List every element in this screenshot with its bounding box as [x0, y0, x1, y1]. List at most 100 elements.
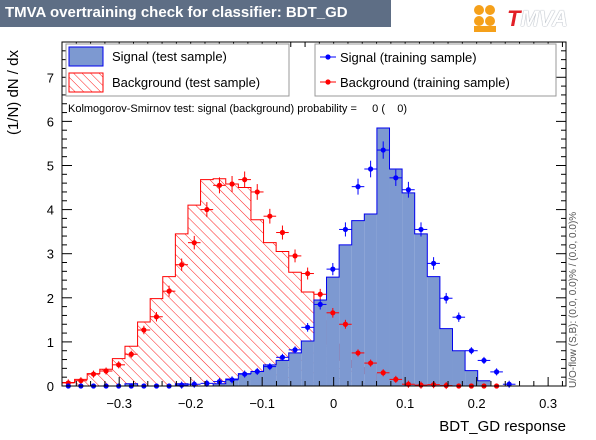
legend-label-background-train: Background (training sample): [340, 75, 510, 90]
y-tick-label: 3: [47, 247, 54, 262]
background-test-bar: [150, 298, 163, 386]
background-train-point: [112, 361, 125, 369]
signal-train-point: [250, 367, 264, 375]
signal-test-bar: [376, 128, 390, 386]
background-train-point: [213, 177, 226, 194]
signal-train-point: [389, 169, 403, 186]
legend-swatch-background-test: [68, 72, 104, 93]
background-test-bar: [238, 187, 251, 386]
tmva-logo: TMVA: [472, 2, 596, 35]
signal-train-point: [339, 222, 352, 237]
background-train-point: [99, 367, 113, 375]
y-tick-label: 2: [47, 291, 54, 306]
signal-train-point: [276, 353, 289, 361]
background-train-point: [313, 288, 327, 300]
background-train-point: [364, 359, 377, 367]
legend-swatch-signal-test: [68, 46, 104, 67]
signal-train-point: [263, 363, 277, 371]
background-train-point: [124, 350, 138, 358]
background-train-point: [351, 349, 365, 357]
background-test-bar: [250, 219, 264, 386]
signal-train-point: [326, 263, 340, 276]
signal-test-bar: [326, 277, 340, 386]
legend-label-signal-train: Signal (training sample): [340, 50, 477, 65]
background-test-bar: [276, 251, 289, 386]
x-tick-label: −0.3: [106, 396, 132, 411]
signal-test-bar: [414, 233, 428, 386]
x-tick-label: 0.3: [539, 396, 557, 411]
plot-title: TMVA overtraining check for classifier: …: [5, 4, 348, 21]
title-bar: TMVA overtraining check for classifier: …: [0, 0, 391, 27]
legend-label-signal-test: Signal (test sample): [112, 49, 227, 64]
signal-test-bar: [351, 220, 365, 386]
background-train-point: [301, 267, 314, 280]
background-test-bar: [175, 233, 188, 386]
y-tick-label: 6: [47, 114, 54, 129]
signal-train-point: [364, 160, 377, 178]
signal-train-point: [313, 299, 327, 310]
background-test-bar: [162, 276, 176, 386]
background-train-point: [389, 375, 403, 383]
x-tick-label: −0.2: [178, 396, 204, 411]
signal-test-bar: [288, 352, 302, 386]
x-tick-label: −0.1: [249, 396, 275, 411]
overflow-text: U/O-flow (S,B): (0.0, 0.0)% / (0.0, 0.0)…: [568, 212, 579, 388]
signal-test-bar: [439, 328, 453, 386]
signal-test-bar: [452, 350, 466, 386]
plot-frame: [61, 41, 567, 387]
background-train-point: [288, 249, 302, 263]
signal-train-point: [414, 222, 428, 237]
signal-test-bar: [301, 341, 314, 386]
x-tick-label: 0.1: [396, 396, 414, 411]
background-train-point: [162, 285, 176, 297]
signal-train-point: [477, 356, 491, 364]
logo-text-mva: MVA: [520, 6, 568, 31]
background-test-bar: [124, 346, 138, 386]
background-train-point: [326, 307, 340, 318]
signal-train-point: [402, 181, 415, 198]
signal-train-point: [288, 346, 302, 354]
signal-train-point: [351, 178, 365, 195]
background-train-point: [175, 258, 188, 271]
y-tick-label: 1: [47, 335, 54, 350]
legend-marker-signal-train: [320, 54, 336, 60]
legend-marker-background-train: [320, 79, 336, 85]
legend-label-background-test: Background (test sample): [112, 75, 260, 90]
signal-train-point: [439, 292, 453, 304]
y-tick-label: 0: [47, 379, 54, 394]
y-tick-label: 5: [47, 158, 54, 173]
signal-test-bar: [339, 244, 352, 386]
background-test-bar: [99, 369, 113, 386]
signal-test-bar: [276, 360, 289, 386]
x-axis-label: BDT_GD response: [439, 418, 566, 435]
signal-train-point: [452, 312, 466, 322]
signal-train-point: [427, 257, 440, 270]
signal-test-bar: [427, 276, 440, 386]
signal-test-bar: [263, 364, 277, 386]
signal-test-bar: [250, 371, 264, 386]
signal-test-bar: [477, 380, 491, 386]
background-train-point: [250, 184, 264, 200]
y-tick-label: 4: [47, 203, 54, 218]
background-train-point: [376, 369, 390, 377]
background-train-point: [238, 171, 251, 188]
signal-train-point: [301, 323, 314, 332]
signal-train-point: [376, 141, 390, 159]
background-train-point: [276, 225, 289, 240]
signal-train-point: [490, 368, 503, 376]
background-train-point: [137, 325, 151, 335]
logo-text-t: T: [507, 6, 521, 31]
signal-test-bar: [402, 192, 415, 386]
background-train-point: [339, 319, 352, 329]
background-train-point: [200, 202, 214, 218]
signal-test-bar: [465, 370, 478, 386]
x-tick-label: 0.2: [468, 396, 486, 411]
background-test-bar: [187, 205, 201, 386]
background-train-point: [225, 175, 239, 193]
tmva-logo-icon: [474, 5, 496, 32]
signal-test-bar: [364, 214, 377, 386]
background-train-point: [150, 312, 163, 322]
background-train-point: [263, 208, 277, 224]
background-test-bar: [200, 179, 214, 386]
